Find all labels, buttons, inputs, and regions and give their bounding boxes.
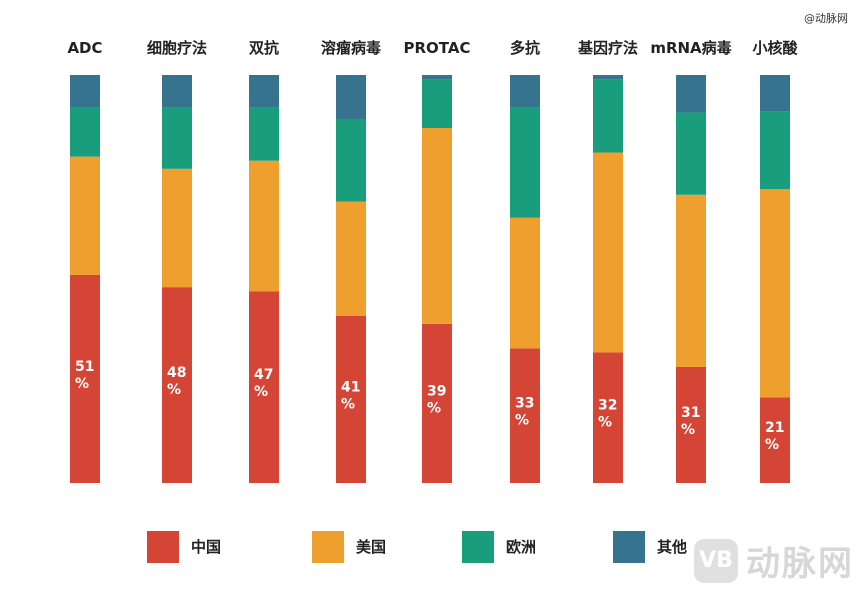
data-label-2: 47%: [254, 367, 273, 400]
bar-segment-其他-8: [760, 75, 790, 112]
bar-segment-其他-7: [676, 75, 706, 113]
watermark-top-text: @动脉网: [804, 12, 848, 25]
category-label-4: PROTAC: [404, 39, 471, 57]
bar-segment-美国-0: [70, 156, 100, 275]
data-label-5: 33%: [515, 396, 534, 429]
bar-segment-中国-4: [422, 323, 452, 483]
bar-segment-中国-6: [593, 352, 623, 483]
bar-segment-中国-2: [249, 291, 279, 483]
bar-segment-欧洲-6: [593, 79, 623, 153]
bar-segment-欧洲-1: [162, 107, 192, 169]
bar-segment-其他-5: [510, 75, 540, 108]
bar-segment-美国-5: [510, 217, 540, 349]
legend-label-欧洲: 欧洲: [506, 538, 536, 556]
bar-segment-美国-8: [760, 189, 790, 398]
legend-label-其他: 其他: [657, 538, 687, 556]
bar-segment-中国-1: [162, 287, 192, 483]
category-label-3: 溶瘤病毒: [321, 39, 381, 57]
category-label-7: mRNA病毒: [650, 39, 731, 57]
data-label-7: 31%: [681, 405, 700, 438]
data-label-8: 21%: [765, 420, 784, 453]
category-label-2: 双抗: [249, 39, 279, 57]
category-label-8: 小核酸: [752, 39, 798, 57]
bar-segment-其他-6: [593, 75, 623, 80]
bar-segment-欧洲-8: [760, 111, 790, 190]
bar-segment-中国-3: [336, 315, 366, 483]
watermark-logo: VB 动脉网: [694, 536, 854, 585]
bar-segment-美国-7: [676, 194, 706, 367]
bar-segment-美国-3: [336, 201, 366, 316]
bar-segment-其他-1: [162, 75, 192, 108]
bar-segment-欧洲-7: [676, 112, 706, 195]
category-label-1: 细胞疗法: [147, 39, 207, 57]
category-label-5: 多抗: [510, 39, 540, 57]
data-label-6: 32%: [598, 398, 617, 431]
legend-label-中国: 中国: [191, 538, 221, 556]
bar-segment-中国-8: [760, 397, 790, 483]
bar-segment-美国-1: [162, 168, 192, 288]
data-label-0: 51%: [75, 359, 94, 392]
bar-segment-美国-2: [249, 160, 279, 292]
bar-segment-欧洲-0: [70, 107, 100, 157]
bar-segment-其他-0: [70, 75, 100, 108]
data-label-4: 39%: [427, 383, 446, 416]
logo-mark-icon: VB: [694, 538, 738, 583]
data-label-1: 48%: [167, 365, 186, 398]
legend-label-美国: 美国: [356, 538, 386, 556]
legend-swatch-其他: [613, 531, 645, 563]
bar-segment-其他-4: [422, 75, 452, 80]
legend-swatch-欧洲: [462, 531, 494, 563]
bar-segment-欧洲-2: [249, 107, 279, 161]
bar-segment-其他-3: [336, 75, 366, 120]
category-label-0: ADC: [67, 39, 102, 57]
bar-segment-欧洲-4: [422, 79, 452, 129]
legend-swatch-中国: [147, 531, 179, 563]
data-label-3: 41%: [341, 379, 360, 412]
bar-segment-欧洲-5: [510, 107, 540, 218]
bar-segment-中国-7: [676, 366, 706, 483]
legend-swatch-美国: [312, 531, 344, 563]
bar-segment-中国-0: [70, 274, 100, 483]
bar-segment-其他-2: [249, 75, 279, 108]
category-label-6: 基因疗法: [577, 39, 638, 57]
bar-segment-美国-6: [593, 152, 623, 353]
bar-segment-美国-4: [422, 128, 452, 324]
bar-segment-欧洲-3: [336, 119, 366, 202]
bar-segment-中国-5: [510, 348, 540, 483]
logo-text: 动脉网: [746, 544, 854, 584]
